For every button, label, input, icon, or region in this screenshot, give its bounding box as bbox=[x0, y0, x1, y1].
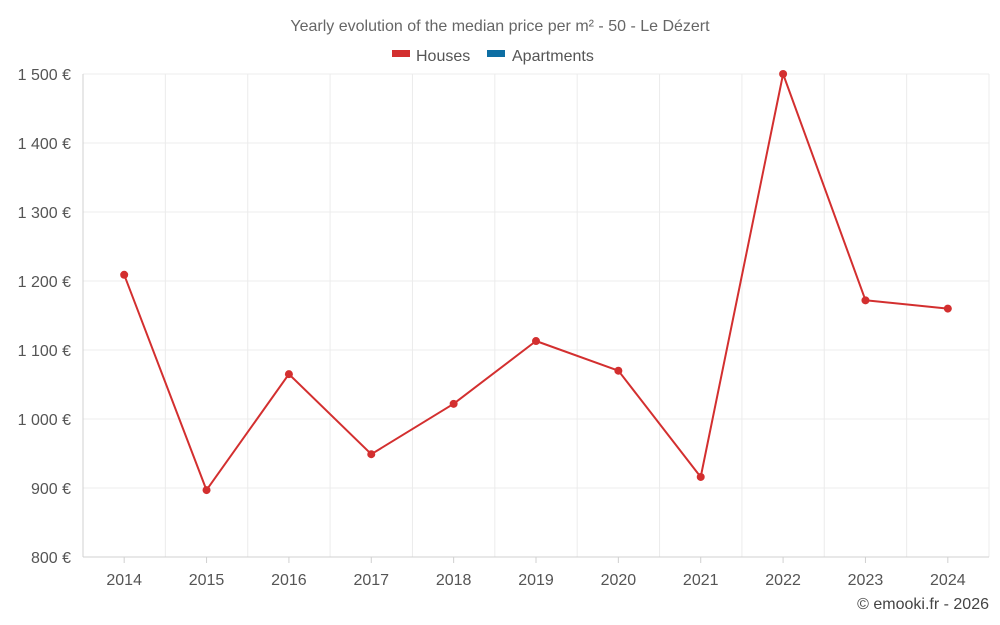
x-tick-label: 2020 bbox=[601, 572, 637, 589]
y-tick-label: 1 200 € bbox=[18, 274, 71, 291]
data-point bbox=[779, 70, 788, 78]
series-houses bbox=[120, 70, 952, 495]
x-tick-label: 2015 bbox=[189, 572, 225, 589]
x-tick-label: 2024 bbox=[930, 572, 966, 589]
data-point bbox=[532, 337, 540, 346]
data-point bbox=[202, 486, 211, 495]
data-point bbox=[284, 370, 293, 379]
legend-swatch-houses bbox=[392, 50, 410, 57]
data-point bbox=[449, 399, 458, 408]
gridlines bbox=[83, 73, 990, 557]
y-tick-label: 1 300 € bbox=[18, 205, 71, 222]
legend-label-houses[interactable]: Houses bbox=[416, 48, 470, 65]
credit-text: © emooki.fr - 2026 bbox=[857, 596, 989, 613]
data-point bbox=[861, 296, 870, 305]
y-tick-label: 900 € bbox=[31, 481, 71, 498]
x-tick-label: 2018 bbox=[436, 572, 472, 589]
y-tick-label: 1 400 € bbox=[18, 136, 71, 153]
y-tick-label: 1 100 € bbox=[18, 343, 71, 360]
x-tick-label: 2021 bbox=[683, 572, 719, 589]
y-tick-label: 800 € bbox=[31, 550, 71, 567]
y-tick-label: 1 000 € bbox=[18, 412, 71, 429]
legend-label-apartments[interactable]: Apartments bbox=[512, 48, 594, 65]
x-tick-label: 2023 bbox=[848, 572, 884, 589]
data-point bbox=[120, 270, 129, 279]
x-tick-label: 2016 bbox=[271, 572, 307, 589]
axes: 800 € 900 € 1 000 € 1 100 € 1 200 € 1 300 € 1 … bbox=[18, 67, 989, 589]
data-point bbox=[614, 366, 623, 375]
legend: Houses Apartments bbox=[392, 48, 594, 65]
chart-title: Yearly evolution of the median price per… bbox=[290, 18, 710, 35]
x-tick-label: 2014 bbox=[106, 572, 142, 589]
data-point bbox=[367, 450, 376, 459]
x-tick-label: 2022 bbox=[765, 572, 801, 589]
data-point bbox=[696, 472, 705, 481]
y-tick-label: 1 500 € bbox=[18, 67, 71, 84]
legend-swatch-apartments bbox=[487, 50, 505, 57]
x-tick-label: 2019 bbox=[518, 572, 554, 589]
data-point bbox=[943, 304, 952, 313]
x-tick-label: 2017 bbox=[353, 572, 389, 589]
